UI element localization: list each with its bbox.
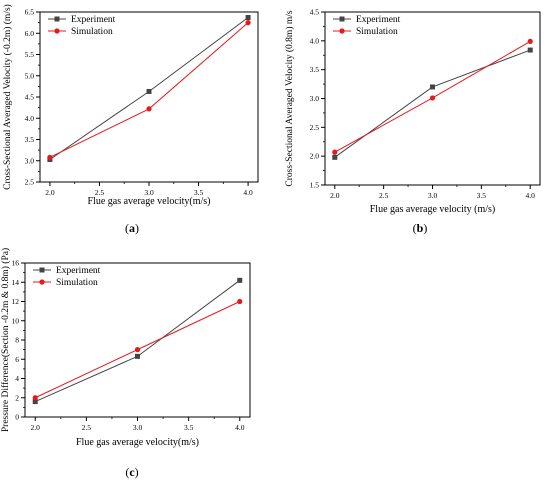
data-point-simulation — [429, 95, 436, 101]
data-point-simulation — [134, 347, 141, 353]
legend-marker-simulation — [339, 28, 345, 34]
data-point-experiment — [430, 84, 435, 90]
data-point-simulation — [237, 298, 243, 305]
plot-frame — [39, 11, 259, 183]
y-axis-label: Pressure Difference(Section -0.2m & 0.8m… — [0, 248, 11, 432]
y-tick-label: 4.0 — [25, 114, 35, 123]
y-tick-label: 3.5 — [310, 65, 320, 74]
y-tick-label: 4.0 — [310, 36, 320, 45]
x-tick-label: 4.0 — [526, 191, 536, 200]
y-tick-label: 4 — [15, 374, 19, 383]
data-point-simulation — [527, 38, 533, 45]
legend-label: Experiment — [56, 266, 101, 276]
x-tick-label: 2.5 — [82, 423, 92, 432]
legend-marker-experiment — [39, 267, 45, 273]
legend-marker-experiment — [54, 16, 60, 22]
y-tick-label: 2.5 — [25, 178, 35, 187]
y-tick-label: 2.0 — [310, 152, 320, 161]
data-point-simulation — [332, 149, 338, 155]
data-point-experiment — [32, 399, 38, 405]
x-tick-label: 3.5 — [194, 188, 204, 197]
x-tick-label: 3.0 — [133, 423, 143, 432]
chart-c: 2.0 2.5 3.0 3.5 4.0 0 2 4 6 8 10 12 14 16 Flue gas ave… — [0, 248, 251, 448]
y-tick-label: 6.0 — [25, 29, 35, 38]
legend-marker-experiment — [339, 16, 345, 22]
y-tick-label: 10 — [12, 316, 20, 325]
y-tick-label: 4.5 — [310, 8, 320, 17]
series-line-experiment — [334, 49, 531, 158]
chart-panel-b: 2.0 2.5 3.0 3.5 4.0 1.5 2.0 2.5 3.0 3.5 4.0 4.5 Flue… — [280, 0, 550, 225]
y-tick-label: 16 — [12, 259, 20, 268]
data-point-simulation — [146, 106, 152, 112]
data-point-experiment — [245, 15, 251, 21]
data-point-experiment — [332, 154, 338, 160]
y-axis-label: Cross-Sectional Averaged Velocity (0.8m)… — [284, 10, 295, 186]
x-axis-label: Flue gas average velocity (m/s) — [370, 204, 496, 215]
data-point-experiment — [135, 353, 140, 359]
y-tick-label: 5.5 — [25, 50, 35, 59]
x-tick-label: 3.0 — [144, 188, 154, 197]
legend-label: Simulation — [56, 278, 98, 288]
data-point-simulation — [32, 395, 38, 401]
y-tick-label: 5.0 — [25, 71, 35, 80]
x-tick-label: 2.5 — [379, 191, 389, 200]
y-tick-label: 4.5 — [25, 93, 35, 102]
y-tick-label: 14 — [12, 278, 20, 287]
y-tick-label: 2.5 — [310, 123, 320, 132]
chart-panel-c: 2.0 2.5 3.0 3.5 4.0 0 2 4 6 8 10 12 14 16 Flue gas ave… — [0, 248, 270, 455]
x-tick-label: 2.0 — [45, 188, 55, 197]
caption-c: (c) — [125, 465, 139, 479]
data-point-simulation — [47, 154, 53, 160]
y-tick-label: 0 — [15, 413, 19, 422]
y-tick-label: 6.5 — [25, 8, 35, 17]
data-point-experiment — [146, 88, 152, 94]
y-tick-label: 8 — [15, 336, 19, 345]
data-point-experiment — [237, 277, 243, 283]
chart-a: 2.0 2.5 3.0 3.5 4.0 2.5 3.0 3.5 4.0 4.5 5.0 5.5 6.0 6… — [2, 4, 259, 207]
y-tick-label: 2 — [15, 393, 19, 402]
y-tick-label: 3.0 — [310, 94, 320, 103]
y-tick-label: 3.5 — [25, 135, 35, 144]
x-tick-label: 3.5 — [477, 191, 487, 200]
series-line-experiment — [49, 17, 249, 160]
y-tick-label: 12 — [12, 297, 20, 306]
legend-marker-simulation — [54, 28, 60, 34]
legend-marker-simulation — [39, 279, 45, 285]
legend-label: Simulation — [71, 27, 113, 37]
data-point-experiment — [527, 47, 533, 53]
caption-a: (a) — [125, 221, 139, 235]
x-axis-label: Flue gas average velocity(m/s) — [87, 196, 210, 207]
legend-label: Simulation — [356, 27, 398, 37]
y-tick-label: 1.5 — [310, 181, 320, 190]
x-tick-label: 2.5 — [95, 188, 105, 197]
y-tick-label: 6 — [15, 355, 19, 364]
x-tick-label: 2.0 — [330, 191, 340, 200]
caption-b: (b) — [412, 221, 428, 235]
chart-b: 2.0 2.5 3.0 3.5 4.0 1.5 2.0 2.5 3.0 3.5 4.0 4.5 Flue… — [284, 8, 541, 215]
legend-label: Experiment — [71, 15, 116, 25]
chart-panel-a: 2.0 2.5 3.0 3.5 4.0 2.5 3.0 3.5 4.0 4.5 5.0 5.5 6.0 6… — [0, 0, 270, 225]
x-tick-label: 3.5 — [184, 423, 194, 432]
x-tick-label: 4.0 — [243, 188, 253, 197]
y-tick-label: 3.0 — [25, 156, 35, 165]
legend-label: Experiment — [356, 15, 401, 25]
x-axis-label: Flue gas average velocity(m/s) — [76, 437, 199, 448]
y-axis-label: Cross-Sectional Averaged Velocity (-0.2m… — [2, 4, 13, 190]
x-tick-label: 3.0 — [428, 191, 438, 200]
data-point-simulation — [245, 20, 251, 26]
x-tick-label: 2.0 — [31, 423, 41, 432]
x-tick-label: 4.0 — [235, 423, 245, 432]
